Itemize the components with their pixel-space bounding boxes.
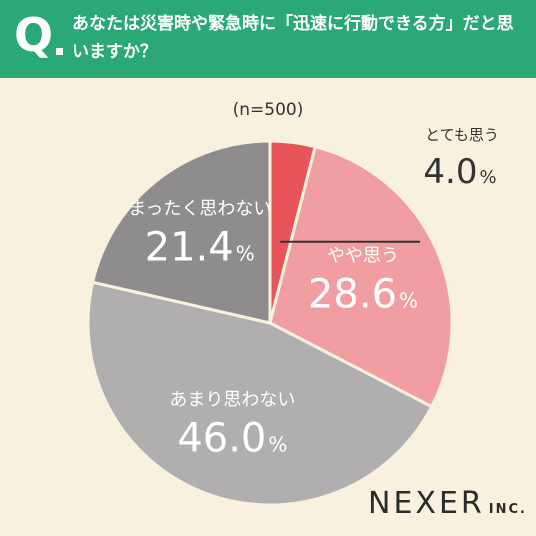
pie-slice-3 bbox=[86, 280, 434, 507]
slice-label: とても思う bbox=[425, 126, 499, 144]
slice-value: 46.0% bbox=[177, 416, 287, 462]
slice-label: あまり思わない bbox=[169, 390, 295, 411]
slice-label: やや思う bbox=[327, 245, 399, 266]
slice-value: 28.6% bbox=[308, 271, 418, 317]
brand-logo: NEXER INC. bbox=[368, 486, 527, 521]
question-header: Q あなたは災害時や緊急時に「迅速に行動できる方」だと思いますか？ bbox=[0, 0, 536, 78]
slice-label: まったく思わない bbox=[128, 199, 271, 220]
pie-slice-2 bbox=[268, 144, 454, 409]
q-letter: Q bbox=[14, 8, 54, 62]
slice-value: 4.0% bbox=[423, 152, 496, 192]
sample-size-label: (n=500) bbox=[232, 100, 304, 120]
brand-name: NEXER bbox=[368, 486, 485, 521]
q-dot-icon bbox=[56, 48, 63, 55]
pie-slice-4 bbox=[90, 139, 272, 325]
slice-value: 21.4% bbox=[145, 225, 255, 271]
brand-suffix: INC. bbox=[488, 502, 527, 517]
question-text: あなたは災害時や緊急時に「迅速に行動できる方」だと思いますか？ bbox=[72, 14, 514, 62]
